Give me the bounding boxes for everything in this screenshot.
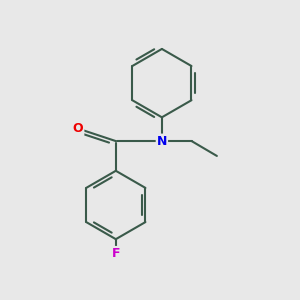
Text: N: N xyxy=(157,135,167,148)
Text: F: F xyxy=(112,247,120,260)
Text: O: O xyxy=(73,122,83,135)
